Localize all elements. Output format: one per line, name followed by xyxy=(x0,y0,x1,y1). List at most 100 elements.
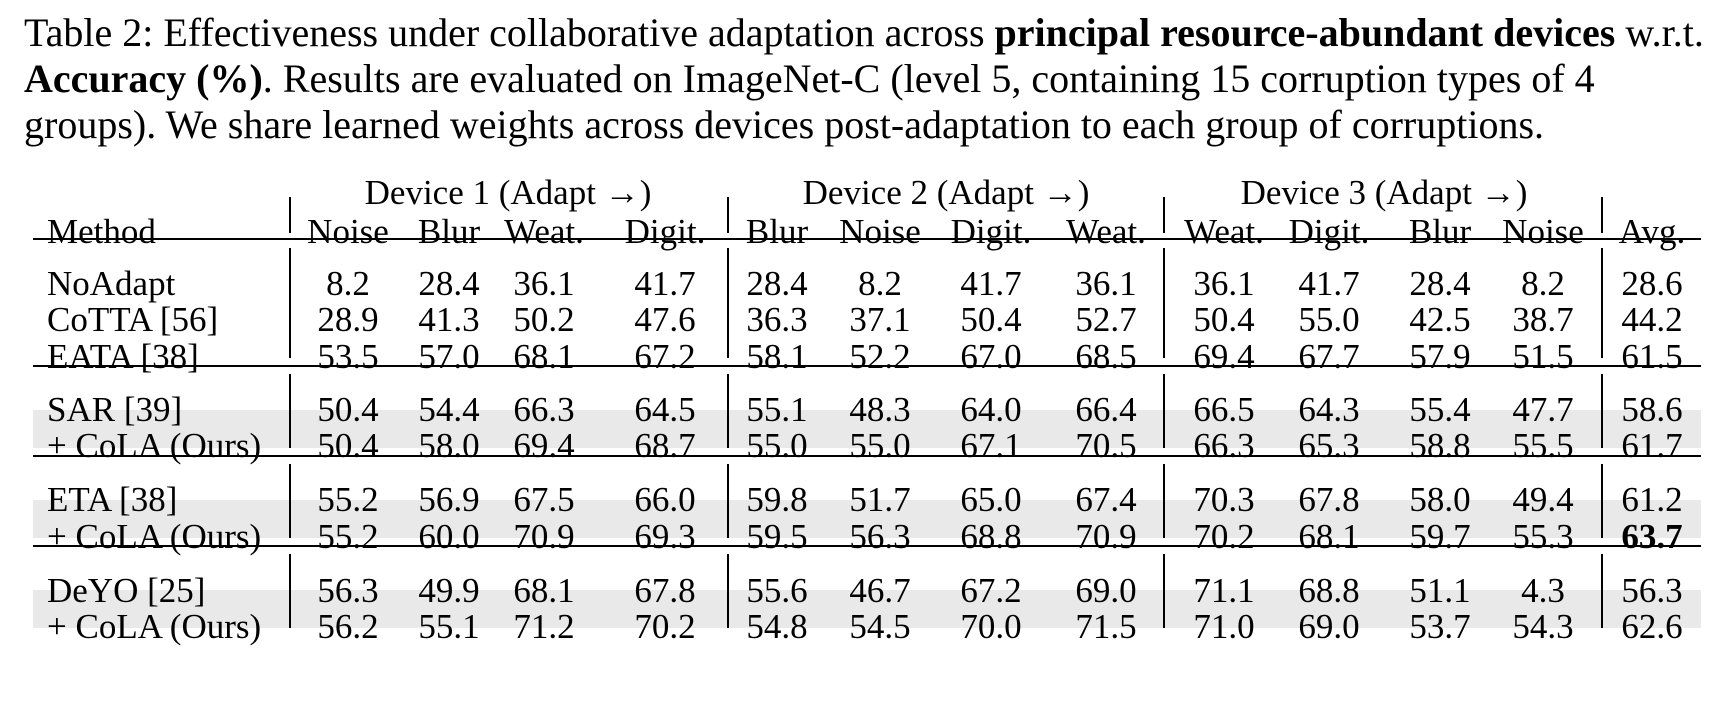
value-cell: 69.0 xyxy=(1298,607,1360,646)
value-cell: 67.5 xyxy=(513,480,575,519)
value-cell: 70.5 xyxy=(1075,426,1137,465)
value-cell: 59.7 xyxy=(1409,517,1471,556)
value-cell: 69.4 xyxy=(1193,337,1255,376)
value-cell: 68.1 xyxy=(513,337,575,376)
value-cell: 51.1 xyxy=(1409,571,1471,610)
value-cell: 50.4 xyxy=(1193,300,1255,339)
value-cell: 67.8 xyxy=(634,571,696,610)
value-cell: 67.2 xyxy=(634,337,696,376)
value-cell: 58.1 xyxy=(746,337,808,376)
value-cell: 67.7 xyxy=(1298,337,1360,376)
column-separator xyxy=(1601,554,1603,628)
value-cell: 56.3 xyxy=(317,571,379,610)
value-cell: 49.9 xyxy=(418,571,480,610)
method-cell: + CoLA (Ours) xyxy=(47,517,262,556)
group-rule xyxy=(33,545,1701,548)
header-rule xyxy=(33,238,1701,241)
avg-cell: 61.5 xyxy=(1621,337,1683,376)
method-cell: NoAdapt xyxy=(47,264,176,303)
value-cell: 41.7 xyxy=(634,264,696,303)
value-cell: 55.0 xyxy=(1298,300,1360,339)
value-cell: 70.9 xyxy=(1075,517,1137,556)
column-separator xyxy=(1163,248,1165,358)
value-cell: 56.2 xyxy=(317,607,379,646)
avg-cell: 63.7 xyxy=(1621,517,1683,556)
value-cell: 68.1 xyxy=(1298,517,1360,556)
value-cell: 50.4 xyxy=(317,390,379,429)
value-cell: 36.1 xyxy=(513,264,575,303)
row-shade xyxy=(33,410,1701,448)
value-cell: 69.4 xyxy=(513,426,575,465)
value-cell: 67.1 xyxy=(960,426,1022,465)
column-header: Blur xyxy=(745,212,809,251)
value-cell: 58.0 xyxy=(418,426,480,465)
column-header: Digit. xyxy=(1288,212,1370,251)
value-cell: 64.5 xyxy=(634,390,696,429)
avg-cell: 58.6 xyxy=(1621,390,1683,429)
value-cell: 28.4 xyxy=(1409,264,1471,303)
value-cell: 50.4 xyxy=(317,426,379,465)
value-cell: 50.2 xyxy=(513,300,575,339)
value-cell: 65.3 xyxy=(1298,426,1360,465)
column-separator xyxy=(289,554,291,628)
device-2-header: Device 2 (Adapt →) xyxy=(802,173,1090,212)
device-1-header: Device 1 (Adapt →) xyxy=(364,173,652,212)
column-header: Avg. xyxy=(1618,212,1686,251)
value-cell: 71.1 xyxy=(1193,571,1255,610)
device-3-header: Device 3 (Adapt →) xyxy=(1240,173,1528,212)
column-header: Weat. xyxy=(1066,212,1146,251)
value-cell: 47.7 xyxy=(1512,390,1574,429)
value-cell: 52.7 xyxy=(1075,300,1137,339)
value-cell: 64.0 xyxy=(960,390,1022,429)
value-cell: 37.1 xyxy=(849,300,911,339)
value-cell: 36.1 xyxy=(1075,264,1137,303)
column-separator xyxy=(727,197,729,233)
value-cell: 58.0 xyxy=(1409,480,1471,519)
value-cell: 60.0 xyxy=(418,517,480,556)
method-cell: SAR [39] xyxy=(47,390,183,429)
row-shade xyxy=(33,590,1701,628)
value-cell: 70.9 xyxy=(513,517,575,556)
method-cell: + CoLA (Ours) xyxy=(47,426,262,465)
value-cell: 54.8 xyxy=(746,607,808,646)
column-header: Noise xyxy=(1502,212,1584,251)
column-separator xyxy=(1601,248,1603,358)
column-header: Weat. xyxy=(1184,212,1264,251)
value-cell: 55.0 xyxy=(746,426,808,465)
value-cell: 55.3 xyxy=(1512,517,1574,556)
value-cell: 54.4 xyxy=(418,390,480,429)
avg-cell: 44.2 xyxy=(1621,300,1683,339)
value-cell: 54.3 xyxy=(1512,607,1574,646)
value-cell: 66.3 xyxy=(1193,426,1255,465)
value-cell: 36.3 xyxy=(746,300,808,339)
column-header: Noise xyxy=(839,212,921,251)
caption-rest: . Results are evaluated on ImageNet-C (l… xyxy=(24,56,1595,147)
value-cell: 56.9 xyxy=(418,480,480,519)
value-cell: 58.8 xyxy=(1409,426,1471,465)
avg-cell: 61.7 xyxy=(1621,426,1683,465)
method-cell: EATA [38] xyxy=(47,337,199,376)
value-cell: 68.5 xyxy=(1075,337,1137,376)
value-cell: 69.3 xyxy=(634,517,696,556)
value-cell: 53.7 xyxy=(1409,607,1471,646)
column-separator xyxy=(289,464,291,538)
value-cell: 51.7 xyxy=(849,480,911,519)
column-separator xyxy=(1163,554,1165,628)
value-cell: 38.7 xyxy=(1512,300,1574,339)
column-header: Weat. xyxy=(504,212,584,251)
value-cell: 66.0 xyxy=(634,480,696,519)
column-separator xyxy=(1601,374,1603,448)
value-cell: 65.0 xyxy=(960,480,1022,519)
value-cell: 41.7 xyxy=(1298,264,1360,303)
value-cell: 28.9 xyxy=(317,300,379,339)
caption-bold-accuracy: Accuracy (%) xyxy=(24,56,263,101)
value-cell: 59.5 xyxy=(746,517,808,556)
column-separator xyxy=(727,374,729,448)
value-cell: 55.1 xyxy=(418,607,480,646)
value-cell: 70.2 xyxy=(1193,517,1255,556)
value-cell: 68.7 xyxy=(634,426,696,465)
column-separator xyxy=(289,248,291,358)
value-cell: 8.2 xyxy=(1521,264,1565,303)
value-cell: 28.4 xyxy=(418,264,480,303)
value-cell: 71.2 xyxy=(513,607,575,646)
